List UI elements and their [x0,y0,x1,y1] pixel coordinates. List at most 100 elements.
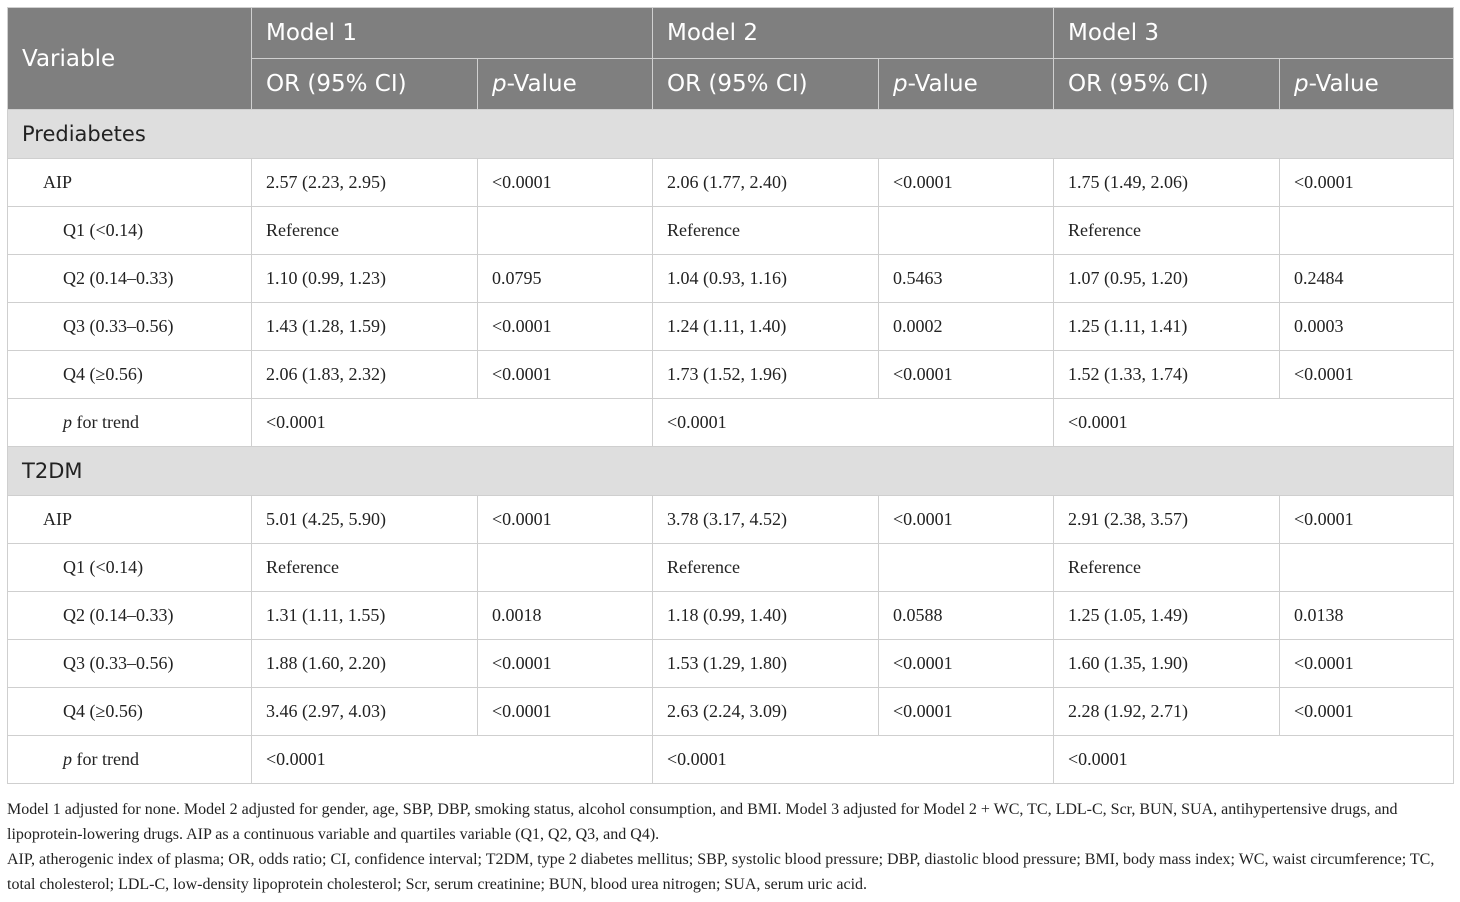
or-ci-cell: Reference [1053,543,1281,592]
p-value-cell: 0.0003 [1279,302,1455,351]
trend-label: p for trend [7,398,252,447]
trend-row: p for trend <0.0001 <0.0001 <0.0001 [7,735,1455,784]
section-title: T2DM [6,446,1455,496]
p-value-cell [878,543,1055,592]
p-value-cell: <0.0001 [476,158,654,207]
header-model-2: Model 2 [652,7,1055,59]
row-label: Q1 (<0.14) [7,206,252,255]
or-ci-cell: 3.78 (3.17, 4.52) [652,495,880,544]
header-model-1: Model 1 [250,7,654,59]
or-ci-cell: 1.43 (1.28, 1.59) [251,302,478,351]
or-ci-cell: 1.24 (1.11, 1.40) [652,302,880,351]
or-ci-cell: 2.57 (2.23, 2.95) [251,158,478,207]
table-row: Q3 (0.33–0.56) 1.88 (1.60, 2.20) <0.0001 1.… [7,639,1455,688]
row-label: Q2 (0.14–0.33) [7,254,252,303]
p-value-cell [476,543,654,592]
row-label: Q4 (≥0.56) [7,687,252,736]
header-p-value: p-Value [878,58,1055,110]
table-row: Q2 (0.14–0.33) 1.31 (1.11, 1.55) 0.0018 1.1… [7,591,1455,640]
or-ci-cell: 1.52 (1.33, 1.74) [1053,350,1281,399]
p-value-cell: <0.0001 [878,158,1055,207]
or-ci-cell: 2.63 (2.24, 3.09) [652,687,880,736]
or-ci-cell: Reference [1053,206,1281,255]
or-ci-cell: Reference [652,206,880,255]
header-or-ci: OR (95% CI) [652,58,880,110]
p-value-cell: 0.0002 [878,302,1055,351]
header-p-value: p-Value [476,58,654,110]
table-row: Q4 (≥0.56) 3.46 (2.97, 4.03) <0.0001 2.63 (… [7,687,1455,736]
p-value-cell: 0.0588 [878,591,1055,640]
or-ci-cell: 1.25 (1.05, 1.49) [1053,591,1281,640]
table-header: Variable Model 1 Model 2 Model 3 OR (95%… [7,7,1455,110]
p-value-cell: <0.0001 [1279,687,1455,736]
p-value-cell: 0.0018 [476,591,654,640]
section-row: Prediabetes [6,109,1455,159]
p-value-cell: <0.0001 [476,495,654,544]
p-value-cell: <0.0001 [476,350,654,399]
p-value-cell: 0.5463 [878,254,1055,303]
header-model-3: Model 3 [1053,7,1455,59]
or-ci-cell: 2.91 (2.38, 3.57) [1053,495,1281,544]
p-value-cell: <0.0001 [1279,158,1455,207]
or-ci-cell: 1.04 (0.93, 1.16) [652,254,880,303]
row-label: Q3 (0.33–0.56) [7,639,252,688]
p-value-cell [878,206,1055,255]
or-ci-cell: 1.88 (1.60, 2.20) [251,639,478,688]
p-value-cell: <0.0001 [878,350,1055,399]
table-row: AIP 2.57 (2.23, 2.95) <0.0001 2.06 (1.77, 2… [7,158,1455,207]
or-ci-cell: 1.73 (1.52, 1.96) [652,350,880,399]
trend-value-cell: <0.0001 [250,735,654,784]
trend-label: p for trend [7,735,252,784]
or-ci-cell: 1.60 (1.35, 1.90) [1053,639,1281,688]
p-value-cell: 0.0795 [476,254,654,303]
p-value-cell: 0.0138 [1279,591,1455,640]
trend-value-cell: <0.0001 [652,398,1055,447]
table-row: Q2 (0.14–0.33) 1.10 (0.99, 1.23) 0.0795 1.0… [7,254,1455,303]
header-or-ci: OR (95% CI) [251,58,478,110]
footnote-models: Model 1 adjusted for none. Model 2 adjus… [7,801,1398,843]
table-footnotes: Model 1 adjusted for none. Model 2 adjus… [7,797,1453,897]
p-value-cell: <0.0001 [476,639,654,688]
table-row: AIP 5.01 (4.25, 5.90) <0.0001 3.78 (3.17, 4… [7,495,1455,544]
or-ci-cell: 2.28 (1.92, 2.71) [1053,687,1281,736]
table-row: Q3 (0.33–0.56) 1.43 (1.28, 1.59) <0.0001 1.… [7,302,1455,351]
trend-value-cell: <0.0001 [1053,398,1455,447]
or-ci-cell: 1.10 (0.99, 1.23) [251,254,478,303]
table-row: Q1 (<0.14) Reference Reference Reference [7,543,1455,592]
row-label: Q4 (≥0.56) [7,350,252,399]
p-value-cell: <0.0001 [476,687,654,736]
trend-value-cell: <0.0001 [250,398,654,447]
results-table-container: Variable Model 1 Model 2 Model 3 OR (95%… [6,7,1455,784]
p-value-cell: <0.0001 [878,687,1055,736]
or-ci-cell: 1.31 (1.11, 1.55) [251,591,478,640]
row-label: AIP [7,495,252,544]
results-table: Variable Model 1 Model 2 Model 3 OR (95%… [6,7,1455,784]
p-value-cell: <0.0001 [1279,350,1455,399]
header-p-value: p-Value [1279,58,1455,110]
header-variable: Variable [7,7,252,110]
trend-row: p for trend <0.0001 <0.0001 <0.0001 [7,398,1455,447]
header-or-ci: OR (95% CI) [1053,58,1281,110]
footnote-abbreviations: AIP, atherogenic index of plasma; OR, od… [7,851,1435,893]
or-ci-cell: 5.01 (4.25, 5.90) [251,495,478,544]
section-title: Prediabetes [6,109,1455,159]
or-ci-cell: 1.07 (0.95, 1.20) [1053,254,1281,303]
p-value-cell: <0.0001 [476,302,654,351]
p-value-cell: <0.0001 [1279,495,1455,544]
table-body: Prediabetes AIP 2.57 (2.23, 2.95) <0.0001 2.… [6,109,1455,784]
trend-value-cell: <0.0001 [1053,735,1455,784]
or-ci-cell: Reference [251,543,478,592]
p-value-cell [476,206,654,255]
table-row: Q1 (<0.14) Reference Reference Reference [7,206,1455,255]
or-ci-cell: 2.06 (1.83, 2.32) [251,350,478,399]
row-label: Q2 (0.14–0.33) [7,591,252,640]
p-value-cell: <0.0001 [878,639,1055,688]
p-value-cell [1279,206,1455,255]
trend-value-cell: <0.0001 [652,735,1055,784]
row-label: Q3 (0.33–0.56) [7,302,252,351]
or-ci-cell: 1.75 (1.49, 2.06) [1053,158,1281,207]
section-row: T2DM [6,446,1455,496]
p-value-cell: <0.0001 [878,495,1055,544]
or-ci-cell: 1.18 (0.99, 1.40) [652,591,880,640]
table-row: Q4 (≥0.56) 2.06 (1.83, 2.32) <0.0001 1.73 (… [7,350,1455,399]
